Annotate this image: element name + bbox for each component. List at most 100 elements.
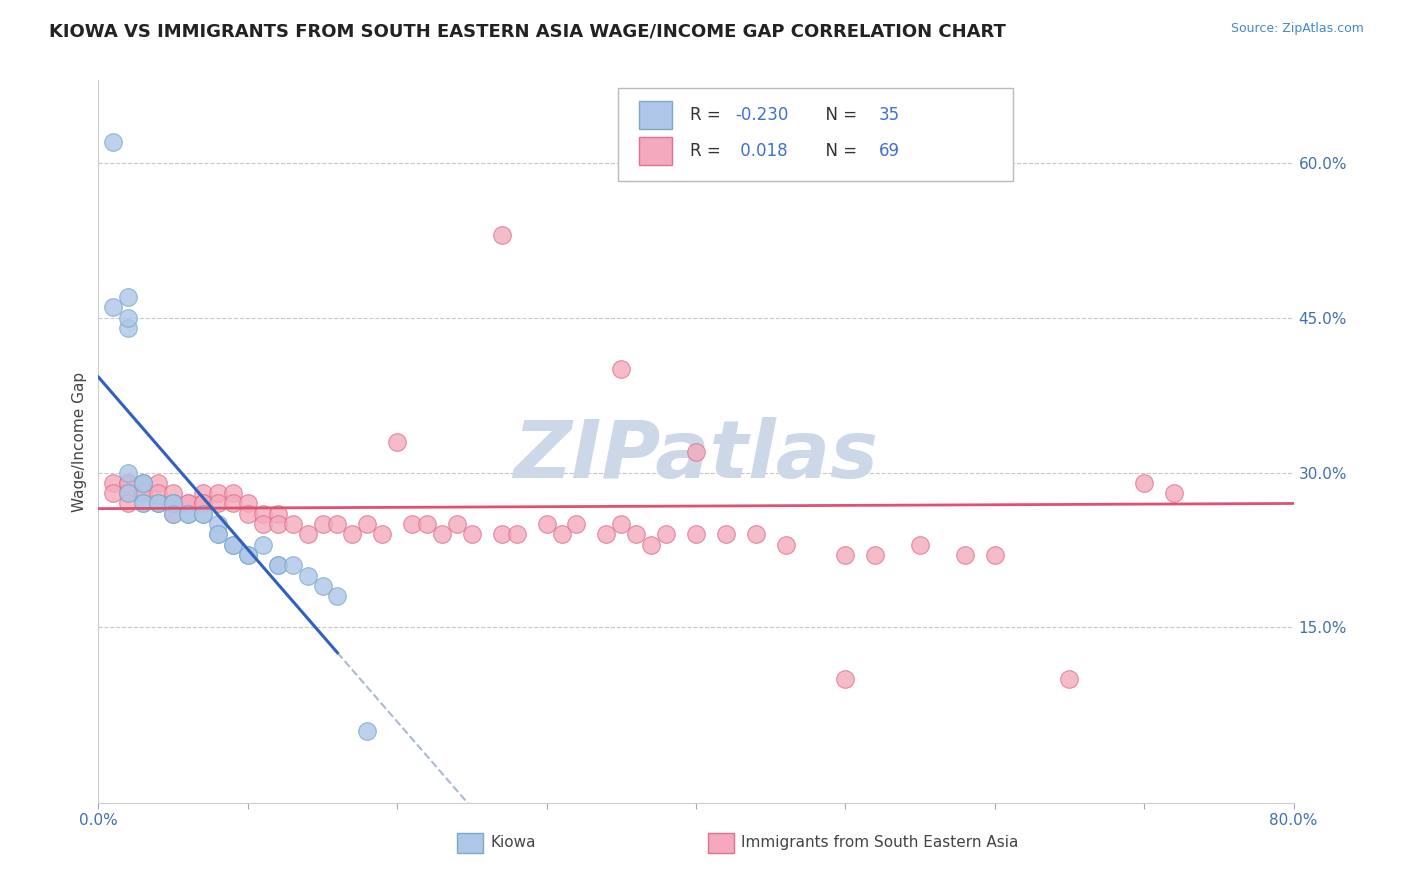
Text: Source: ZipAtlas.com: Source: ZipAtlas.com <box>1230 22 1364 36</box>
Point <box>132 475 155 490</box>
Point <box>640 538 662 552</box>
Point <box>117 321 139 335</box>
Point <box>252 517 274 532</box>
Point <box>177 496 200 510</box>
Point <box>162 507 184 521</box>
Point <box>416 517 439 532</box>
Point <box>162 486 184 500</box>
Point <box>148 486 170 500</box>
Point <box>461 527 484 541</box>
Point <box>103 301 125 315</box>
Text: ZIPatlas: ZIPatlas <box>513 417 879 495</box>
Point <box>267 517 290 532</box>
Point <box>162 507 184 521</box>
Point <box>148 496 170 510</box>
Point <box>191 496 214 510</box>
Point <box>117 290 139 304</box>
Point <box>132 486 155 500</box>
Point <box>177 507 200 521</box>
Point <box>311 579 333 593</box>
Point <box>685 445 707 459</box>
Bar <box>638 101 672 128</box>
Point <box>222 538 245 552</box>
FancyBboxPatch shape <box>619 87 1012 181</box>
Text: 69: 69 <box>879 142 900 160</box>
Point <box>297 527 319 541</box>
Point <box>207 496 229 510</box>
Point <box>103 135 125 149</box>
Point <box>714 527 737 541</box>
Point <box>162 496 184 510</box>
Point <box>162 496 184 510</box>
Point <box>252 507 274 521</box>
Text: Immigrants from South Eastern Asia: Immigrants from South Eastern Asia <box>741 835 1019 850</box>
Point <box>117 310 139 325</box>
Point <box>371 527 394 541</box>
Text: 0.018: 0.018 <box>735 142 787 160</box>
Point <box>311 517 333 532</box>
Point <box>281 517 304 532</box>
Point <box>267 558 290 573</box>
Point <box>117 496 139 510</box>
Point <box>252 538 274 552</box>
Point <box>1163 486 1185 500</box>
Point <box>491 527 513 541</box>
Text: R =: R = <box>690 142 725 160</box>
Text: N =: N = <box>815 106 863 124</box>
Point <box>550 527 572 541</box>
Point <box>132 496 155 510</box>
Point <box>506 527 529 541</box>
Bar <box>457 833 484 854</box>
Point <box>446 517 468 532</box>
Point <box>207 527 229 541</box>
Point <box>610 362 633 376</box>
Point <box>356 723 378 738</box>
Point <box>117 486 139 500</box>
Point <box>775 538 797 552</box>
Point <box>953 548 976 562</box>
Point <box>267 507 290 521</box>
Bar <box>638 137 672 165</box>
Point <box>162 496 184 510</box>
Point <box>117 466 139 480</box>
Point <box>148 496 170 510</box>
Point <box>236 548 259 562</box>
Point <box>326 517 349 532</box>
Point <box>132 475 155 490</box>
Point <box>565 517 588 532</box>
Point <box>191 496 214 510</box>
Point <box>626 527 648 541</box>
Point <box>222 538 245 552</box>
Point <box>222 496 245 510</box>
Point <box>236 496 259 510</box>
Point <box>385 434 409 449</box>
Point <box>103 486 125 500</box>
Point <box>834 672 856 686</box>
Point <box>297 568 319 582</box>
Point <box>356 517 378 532</box>
Point <box>685 527 707 541</box>
Point <box>191 507 214 521</box>
Point <box>655 527 678 541</box>
Point <box>491 228 513 243</box>
Point <box>222 486 245 500</box>
Point <box>236 548 259 562</box>
Point <box>430 527 453 541</box>
Point <box>401 517 423 532</box>
Point <box>207 527 229 541</box>
Text: KIOWA VS IMMIGRANTS FROM SOUTH EASTERN ASIA WAGE/INCOME GAP CORRELATION CHART: KIOWA VS IMMIGRANTS FROM SOUTH EASTERN A… <box>49 22 1007 40</box>
Y-axis label: Wage/Income Gap: Wage/Income Gap <box>72 371 87 512</box>
Point <box>191 486 214 500</box>
Point <box>745 527 768 541</box>
Point <box>117 475 139 490</box>
Text: -0.230: -0.230 <box>735 106 789 124</box>
Point <box>191 507 214 521</box>
Point <box>148 496 170 510</box>
Point <box>148 475 170 490</box>
Point <box>236 507 259 521</box>
Point <box>132 486 155 500</box>
Point <box>595 527 617 541</box>
Point <box>834 548 856 562</box>
Point <box>984 548 1007 562</box>
Text: N =: N = <box>815 142 863 160</box>
